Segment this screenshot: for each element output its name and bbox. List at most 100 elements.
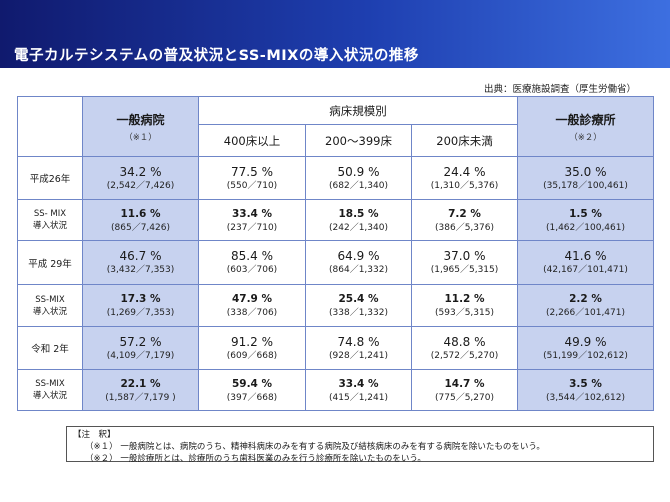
count-fraction: (338／1,332) (329, 308, 388, 318)
percentage-value: 49.9 % (564, 334, 607, 349)
cell-bed-under-200: 14.7 % (775／5,270) (411, 369, 518, 411)
percentage-value: 14.7 % (444, 377, 485, 390)
percentage-value: 2.2 % (569, 293, 602, 305)
cell-clinic: 35.0 % (35,178／100,461) (517, 156, 654, 200)
count-fraction: (603／706) (226, 265, 278, 275)
cell-bed-200-399: 18.5 % (242／1,340) (305, 199, 412, 241)
table-row: 令和 2年 57.2 % (4,109／7,179) 91.2 % (609／668) 7… (17, 326, 654, 370)
count-fraction: (397／668) (226, 392, 278, 403)
count-fraction: (1,269／7,353) (106, 308, 175, 318)
cell-general-hospital: 34.2 % (2,542／7,426) (82, 156, 199, 200)
row-label: SS- MIX 導入状況 (17, 199, 83, 241)
percentage-value: 24.4 % (443, 164, 486, 179)
notes-heading: 【注 釈】 (73, 430, 116, 440)
row-label-subtext: 導入状況 (32, 391, 67, 401)
cell-bed-200-399: 25.4 % (338／1,332) (305, 284, 412, 327)
cell-bed-400-plus: 85.4 % (603／706) (198, 240, 306, 285)
cell-bed-400-plus: 91.2 % (609／668) (198, 326, 306, 370)
data-table: 一般病院 （※１） 病床規模別 一般診療所 （※２） 400床以上 200～39… (17, 96, 654, 411)
percentage-value: 85.4 % (231, 249, 273, 263)
cell-clinic: 41.6 % (42,167／101,471) (517, 240, 654, 285)
count-fraction: (237／710) (226, 222, 278, 233)
header-general-label: 一般病院 (116, 112, 165, 127)
cell-bed-under-200: 24.4 % (1,310／5,376) (411, 156, 518, 200)
cell-clinic: 2.2 % (2,266／101,471) (517, 284, 654, 327)
header-bed-200-399: 200～399床 (305, 124, 412, 157)
row-label-text: 令和 2年 (31, 344, 69, 355)
cell-general-hospital: 17.3 % (1,269／7,353) (82, 284, 199, 327)
count-fraction: (1,965／5,315) (430, 265, 499, 275)
header-bed-scale: 病床規模別 (198, 96, 518, 125)
row-label-text: SS-MIX (35, 379, 65, 389)
count-fraction: (864／1,332) (329, 265, 388, 275)
cell-general-hospital: 46.7 % (3,432／7,353) (82, 240, 199, 285)
header-clinic: 一般診療所 （※２） (517, 96, 654, 157)
header-clinic-note: （※２） (569, 132, 602, 143)
count-fraction: (2,266／101,471) (545, 308, 625, 318)
count-fraction: (4,109／7,179) (106, 350, 175, 361)
header-bed-under-200: 200床未満 (411, 124, 518, 157)
cell-bed-200-399: 50.9 % (682／1,340) (305, 156, 412, 200)
count-fraction: (2,542／7,426) (106, 180, 175, 191)
table-row: 平成26年 34.2 % (2,542／7,426) 77.5 % (550／710) 5… (17, 156, 654, 200)
count-fraction: (775／5,270) (435, 392, 494, 403)
percentage-value: 22.1 % (120, 377, 161, 390)
cell-bed-400-plus: 77.5 % (550／710) (198, 156, 306, 200)
count-fraction: (1,310／5,376) (430, 180, 499, 191)
percentage-value: 48.8 % (443, 334, 486, 349)
cell-bed-400-plus: 47.9 % (338／706) (198, 284, 306, 327)
cell-general-hospital: 22.1 % (1,587／7,179 ) (82, 369, 199, 411)
cell-bed-200-399: 74.8 % (928／1,241) (305, 326, 412, 370)
count-fraction: (928／1,241) (329, 350, 388, 361)
percentage-value: 37.0 % (443, 249, 486, 263)
notes-box: 【注 釈】 （※１） 一般病院とは、病院のうち、精神科病床のみを有する病院及び結… (66, 426, 654, 464)
row-label-text: SS-MIX (35, 294, 65, 305)
percentage-value: 1.5 % (569, 207, 602, 220)
percentage-value: 17.3 % (120, 293, 161, 305)
count-fraction: (386／5,376) (435, 222, 494, 233)
percentage-value: 33.4 % (231, 207, 273, 220)
count-fraction: (550／710) (226, 180, 278, 191)
table-row: SS-MIX 導入状況 17.3 % (1,269／7,353) 47.9 % (338／… (17, 284, 654, 327)
percentage-value: 57.2 % (119, 334, 162, 349)
source-citation: 出典：医療施設調査（厚生労働省） (483, 84, 636, 95)
note-2: （※２） 一般診療所とは、診療所のうち歯科医業のみを行う診療所を除いたものをいう… (85, 454, 426, 464)
count-fraction: (42,167／101,471) (543, 265, 628, 275)
count-fraction: (1,587／7,179 ) (105, 392, 176, 403)
percentage-value: 25.4 % (338, 293, 379, 305)
cell-general-hospital: 57.2 % (4,109／7,179) (82, 326, 199, 370)
count-fraction: (35,178／100,461) (543, 180, 628, 191)
row-label: 平成26年 (17, 156, 83, 200)
count-fraction: (2,572／5,270) (430, 350, 499, 361)
corner-cell (17, 96, 83, 157)
cell-clinic: 49.9 % (51,199／102,612) (517, 326, 654, 370)
percentage-value: 91.2 % (231, 334, 273, 349)
cell-bed-400-plus: 33.4 % (237／710) (198, 199, 306, 241)
percentage-value: 35.0 % (564, 164, 607, 179)
percentage-value: 34.2 % (119, 164, 162, 179)
table-row: 平成 29年 46.7 % (3,432／7,353) 85.4 % (603／706)… (17, 240, 654, 285)
count-fraction: (3,432／7,353) (106, 265, 175, 275)
percentage-value: 33.4 % (338, 377, 379, 390)
cell-bed-under-200: 11.2 % (593／5,315) (411, 284, 518, 327)
cell-clinic: 3.5 % (3,544／102,612) (517, 369, 654, 411)
percentage-value: 46.7 % (119, 249, 162, 263)
count-fraction: (1,462／100,461) (545, 222, 625, 233)
count-fraction: (51,199／102,612) (543, 350, 628, 361)
percentage-value: 41.6 % (564, 249, 607, 263)
row-label: 令和 2年 (17, 326, 83, 370)
percentage-value: 59.4 % (231, 377, 273, 390)
row-label-subtext: 導入状況 (32, 306, 67, 317)
count-fraction: (242／1,340) (329, 222, 388, 233)
header-general-hospital: 一般病院 （※１） (82, 96, 199, 157)
percentage-value: 11.2 % (444, 293, 485, 305)
cell-bed-400-plus: 59.4 % (397／668) (198, 369, 306, 411)
header-general-note: （※１） (124, 132, 157, 143)
page-title: 電子カルテシステムの普及状況とSS-MIXの導入状況の推移 (14, 48, 419, 64)
table-row: SS-MIX 導入状況 22.1 % (1,587／7,179 ) 59.4 % (397… (17, 369, 654, 411)
cell-clinic: 1.5 % (1,462／100,461) (517, 199, 654, 241)
percentage-value: 74.8 % (337, 334, 380, 349)
percentage-value: 11.6 % (120, 207, 161, 220)
header-clinic-label: 一般診療所 (555, 112, 616, 127)
cell-bed-under-200: 37.0 % (1,965／5,315) (411, 240, 518, 285)
